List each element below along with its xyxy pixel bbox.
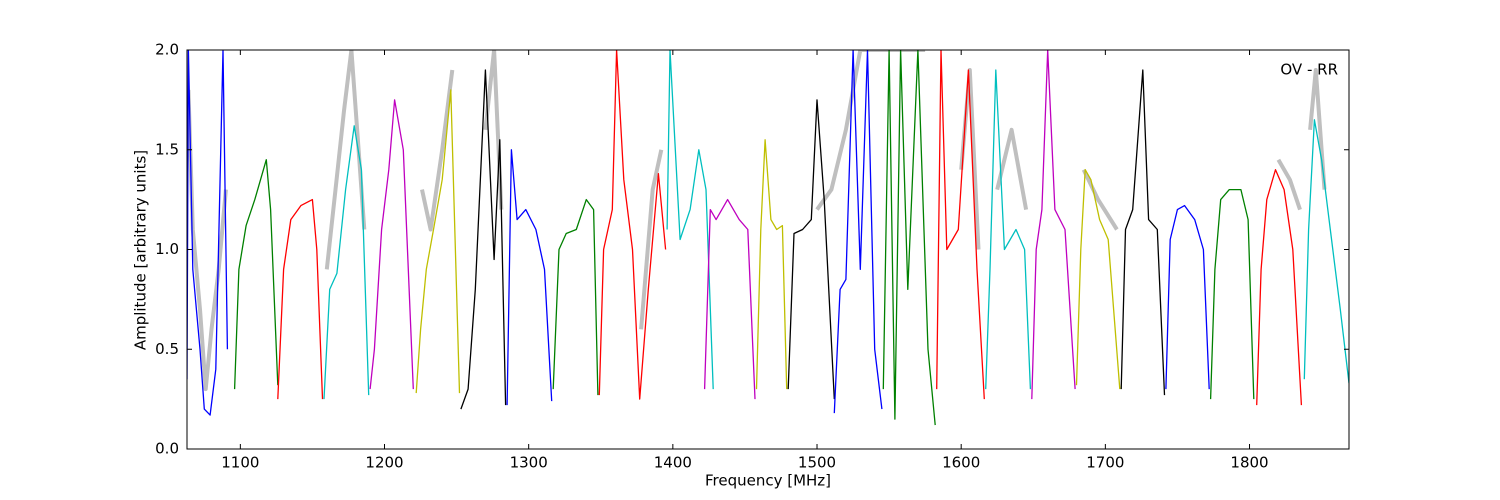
y-axis-label: Amplitude [arbitrary units] bbox=[132, 150, 150, 350]
series-line bbox=[1120, 69, 1166, 396]
series-line bbox=[787, 99, 835, 400]
y-tick-label: 1.5 bbox=[155, 140, 179, 158]
series-line bbox=[755, 139, 788, 390]
y-tick-label: 0.0 bbox=[155, 440, 179, 458]
series-line bbox=[460, 69, 507, 410]
x-tick-label: 1300 bbox=[510, 454, 548, 472]
series-line bbox=[703, 198, 756, 400]
y-tick-label: 0.5 bbox=[155, 340, 179, 358]
x-tick-label: 1700 bbox=[1086, 454, 1124, 472]
series-line bbox=[882, 50, 936, 426]
series-line bbox=[1031, 50, 1076, 400]
series-line bbox=[369, 99, 414, 390]
series-line bbox=[552, 198, 599, 396]
series-line bbox=[1209, 188, 1255, 400]
series-line bbox=[936, 50, 985, 400]
series-line bbox=[598, 50, 667, 400]
annotation: OV - RR bbox=[1280, 61, 1338, 79]
series-line bbox=[1256, 169, 1303, 406]
series-line bbox=[187, 50, 229, 416]
series-line bbox=[1165, 204, 1210, 390]
series-line bbox=[233, 159, 279, 390]
series-line bbox=[1303, 119, 1349, 384]
series-line bbox=[277, 198, 324, 400]
series-line bbox=[506, 149, 553, 406]
y-tick-label: 1.0 bbox=[155, 240, 179, 258]
series-line bbox=[833, 50, 883, 414]
x-tick-label: 1100 bbox=[221, 454, 259, 472]
series-line bbox=[415, 89, 461, 394]
series-line bbox=[323, 125, 370, 400]
x-tick-label: 1400 bbox=[654, 454, 692, 472]
series-line bbox=[1075, 169, 1121, 390]
x-axis-label: Frequency [MHz] bbox=[705, 472, 831, 490]
plot-lines bbox=[187, 50, 1349, 426]
y-tick-label: 2.0 bbox=[155, 41, 179, 59]
series-line bbox=[985, 69, 1032, 390]
series-line bbox=[666, 50, 714, 390]
x-tick-label: 1600 bbox=[942, 454, 980, 472]
x-tick-label: 1800 bbox=[1230, 454, 1268, 472]
series-line bbox=[187, 50, 1327, 392]
x-tick-label: 1500 bbox=[798, 454, 836, 472]
x-tick-label: 1200 bbox=[365, 454, 403, 472]
